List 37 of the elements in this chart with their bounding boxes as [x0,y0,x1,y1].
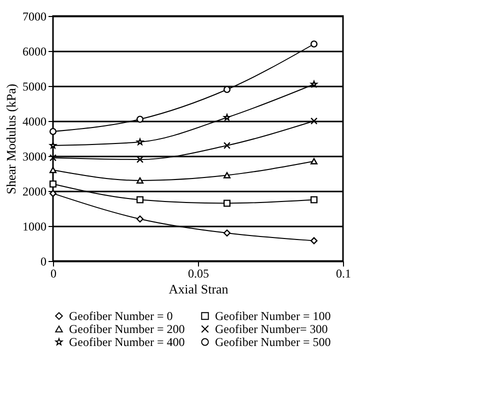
x-tick-label: 0.1 [336,266,351,280]
y-tick-label: 0 [40,254,46,268]
point [224,114,230,120]
point [310,196,318,204]
point [223,142,231,150]
y-tick-label: 5000 [22,80,46,94]
legend-label: Geofiber Number = 500 [215,335,331,349]
point [136,215,144,223]
y-axis-title: Shear Modulus (kPa) [4,84,18,194]
point [136,116,144,123]
point [310,237,318,244]
point [223,229,231,237]
point [49,128,57,136]
point [223,200,231,207]
point [223,172,231,178]
legend-label: Geofiber Number= 300 [215,322,328,336]
y-tick-label: 6000 [22,44,46,58]
y-tick-label: 4000 [22,114,46,128]
x-tick-label: 0 [50,266,56,280]
x-axis-title: Axial Stran [168,282,229,296]
legend-label: Geofiber Number = 200 [69,322,185,336]
legend-label: Geofiber Number = 400 [69,335,185,349]
legend-label: Geofiber Number = 100 [215,309,331,323]
point [136,196,144,204]
legend-label: Geofiber Number = 0 [69,309,173,323]
point [310,117,318,125]
y-tick-label: 3000 [22,150,46,164]
point [136,138,144,145]
point [310,80,318,88]
point [310,158,318,164]
point [310,40,318,48]
point [136,177,144,184]
x-tick-label: 0.05 [188,266,209,280]
y-tick-label: 7000 [22,10,46,24]
y-tick-label: 2000 [22,184,46,198]
y-tick-label: 1000 [22,220,46,234]
point [49,180,57,188]
